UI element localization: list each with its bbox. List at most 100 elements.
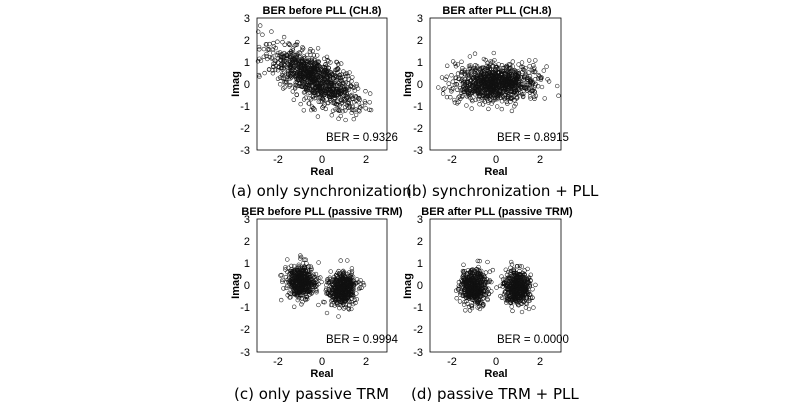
scatter-point (300, 69, 305, 74)
scatter-point (476, 289, 481, 294)
scatter-point (486, 100, 491, 105)
scatter-point (499, 106, 504, 112)
scatter-point (292, 74, 298, 79)
scatter-point (290, 283, 295, 289)
scatter-point (286, 41, 291, 46)
scatter-point (492, 58, 497, 63)
scatter-point (339, 286, 345, 291)
scatter-point (480, 296, 485, 302)
scatter-point (287, 84, 292, 89)
scatter-point (312, 69, 317, 74)
scatter-point (279, 65, 284, 70)
y-tick-label: -1 (240, 302, 250, 314)
scatter-point (500, 77, 505, 82)
scatter-point (467, 88, 472, 94)
scatter-point (478, 289, 484, 294)
scatter-point (360, 280, 366, 286)
scatter-point (300, 266, 306, 271)
scatter-point (523, 287, 528, 293)
scatter-point (481, 87, 486, 92)
scatter-point (280, 277, 285, 283)
scatter-point (509, 89, 514, 94)
scatter-point (289, 263, 294, 269)
scatter-point (491, 69, 496, 75)
scatter-point (314, 290, 319, 295)
scatter-point (532, 70, 537, 75)
panel-caption: (a) only synchronization (231, 182, 412, 200)
scatter-point (523, 66, 528, 71)
scatter-point (481, 303, 486, 308)
scatter-point (302, 68, 307, 73)
scatter-point (477, 102, 482, 107)
scatter-point (332, 291, 337, 296)
scatter-point (306, 269, 312, 275)
scatter-point (545, 77, 550, 82)
x-axis-label: Real (484, 368, 507, 380)
scatter-point (509, 280, 514, 285)
scatter-point (300, 45, 305, 50)
scatter-point (504, 99, 509, 105)
scatter-point (519, 76, 525, 81)
scatter-point (502, 96, 507, 101)
scatter-point (291, 263, 297, 269)
scatter-point (477, 67, 482, 73)
scatter-point (467, 288, 472, 293)
scatter-point (334, 300, 339, 305)
plot-frame (429, 218, 562, 353)
scatter-point (332, 284, 337, 290)
scatter-point (332, 92, 337, 97)
scatter-point (464, 280, 469, 286)
scatter-point (484, 277, 490, 282)
scatter-point (298, 65, 304, 70)
scatter-point (305, 296, 310, 302)
scatter-point (466, 304, 472, 309)
scatter-point (514, 91, 519, 96)
scatter-point (499, 99, 505, 104)
scatter-point (500, 83, 505, 89)
scatter-point (284, 280, 289, 285)
scatter-point (275, 39, 280, 44)
scatter-point (336, 107, 341, 113)
scatter-points (278, 253, 367, 319)
scatter-point (335, 66, 340, 71)
scatter-point (309, 58, 314, 64)
scatter-point (344, 289, 349, 295)
panel-caption: (c) only passive TRM (234, 385, 389, 403)
scatter-point (338, 108, 343, 113)
scatter-point (278, 273, 283, 278)
scatter-point (472, 51, 478, 56)
scatter-point (288, 70, 294, 75)
scatter-point (526, 289, 531, 295)
scatter-point (498, 95, 503, 100)
scatter-point (317, 84, 322, 90)
scatter-point (293, 275, 298, 280)
scatter-point (465, 301, 471, 307)
scatter-point (450, 59, 456, 64)
scatter-point (319, 279, 324, 285)
scatter-point (320, 97, 326, 102)
scatter-point (475, 87, 480, 92)
scatter-point (457, 285, 462, 290)
scatter-point (527, 82, 532, 88)
scatter-point (286, 290, 292, 296)
scatter-point (530, 88, 535, 94)
scatter-point (481, 79, 486, 84)
panel-a: BER before PLL (CH.8) BER = 0.9326 3 2 1… (230, 5, 412, 200)
scatter-point (276, 60, 281, 65)
scatter-point (295, 51, 300, 56)
scatter-point (320, 105, 325, 110)
x-tick-label: 0 (493, 356, 499, 368)
scatter-point (343, 302, 349, 307)
scatter-point (518, 271, 523, 277)
scatter-point (283, 79, 288, 84)
scatter-point (516, 278, 521, 283)
scatter-point (338, 303, 343, 308)
scatter-point (488, 90, 493, 95)
scatter-point (345, 73, 351, 79)
scatter-point (495, 74, 500, 79)
scatter-point (348, 285, 354, 291)
scatter-point (314, 87, 320, 93)
scatter-point (279, 53, 284, 58)
scatter-point (525, 79, 530, 84)
scatter-point (361, 282, 367, 288)
